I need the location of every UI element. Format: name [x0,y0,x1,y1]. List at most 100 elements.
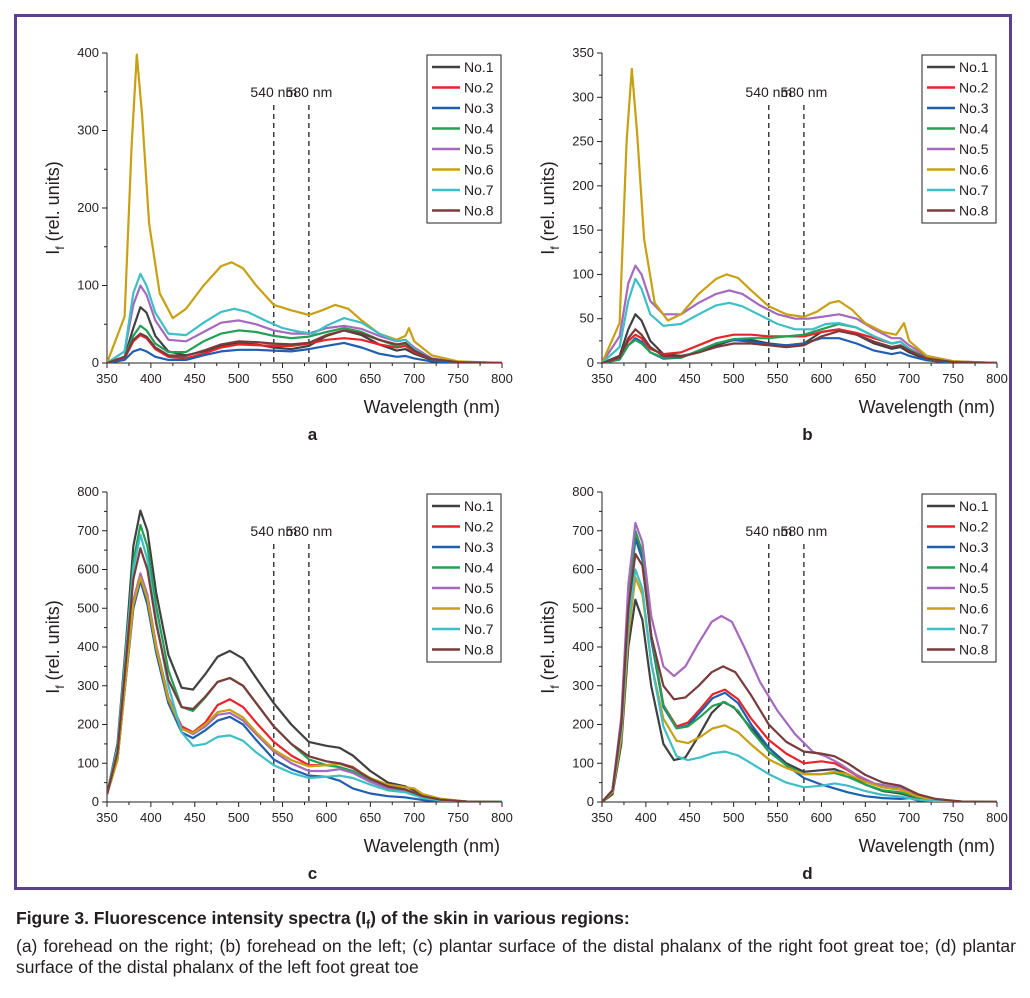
y-axis-label: If (rel. units) [538,600,562,693]
legend-label: No.7 [959,182,989,198]
legend-label: No.6 [464,601,494,617]
legend-label: No.4 [959,121,989,137]
x-tick-label: 400 [140,810,162,825]
x-tick-label: 750 [942,371,964,386]
x-tick-label: 450 [184,371,206,386]
series-line-no5 [107,572,502,802]
marker-label: 580 nm [286,84,333,100]
series-line-no7 [602,277,997,363]
caption-title-subscript: f [366,917,371,932]
series-line-no5 [602,264,997,363]
marker-label: 580 nm [781,523,828,539]
x-tick-label: 550 [272,371,294,386]
legend-box [921,493,997,663]
chart-panel-a: 350 400 450 500 550 600 650 700 750 800 0 100 200 300… [37,33,517,463]
series-line-no1 [107,306,502,363]
legend-label: No.2 [464,80,494,96]
y-tick-label: 800 [77,484,99,499]
x-tick-label: 350 [96,371,118,386]
x-axis-label: Wavelength (nm) [859,397,995,417]
x-tick-label: 550 [272,810,294,825]
chart-panel-d: 350 400 450 500 550 600 650 700 750 800 0 100 200 300… [532,472,1012,902]
x-tick-label: 400 [635,810,657,825]
legend-label: No.4 [464,560,494,576]
x-tick-label: 500 [723,810,745,825]
x-tick-label: 700 [898,371,920,386]
y-tick-label: 0 [587,355,594,370]
y-tick-label: 350 [572,45,594,60]
series-line-no6 [107,53,502,363]
y-tick-label: 400 [572,639,594,654]
series-line-no3 [107,341,502,363]
panel-letter: c [308,864,317,883]
y-tick-label: 500 [77,600,99,615]
y-tick-label: 600 [572,562,594,577]
y-tick-label: 50 [580,311,594,326]
legend-label: No.3 [464,539,494,555]
legend-label: No.1 [959,59,989,75]
chart-svg-b: 350 400 450 500 550 600 650 700 750 800 0 50 100 150 2… [538,45,1008,444]
x-tick-label: 800 [491,810,513,825]
legend-box [921,54,997,224]
series-line-no6 [602,67,997,363]
x-tick-label: 700 [403,810,425,825]
y-tick-label: 100 [572,266,594,281]
y-axis-label: If (rel. units) [43,161,67,254]
legend-label: No.7 [959,621,989,637]
panel-letter: a [308,425,318,444]
y-tick-label: 400 [77,639,99,654]
y-tick-label: 100 [77,278,99,293]
x-tick-label: 750 [447,371,469,386]
x-tick-label: 600 [811,810,833,825]
y-tick-label: 150 [572,222,594,237]
legend-label: No.5 [464,580,494,596]
legend-label: No.8 [959,642,989,658]
y-tick-label: 100 [572,755,594,770]
figure-frame: 350 400 450 500 550 600 650 700 750 800 0 100 200 300… [14,14,1012,890]
legend-box [426,54,502,224]
y-tick-label: 200 [572,717,594,732]
x-tick-label: 600 [316,810,338,825]
x-tick-label: 600 [811,371,833,386]
y-tick-label: 250 [572,134,594,149]
legend-label: No.5 [959,580,989,596]
legend-label: No.7 [464,182,494,198]
y-tick-label: 300 [77,678,99,693]
y-tick-label: 200 [572,178,594,193]
x-tick-label: 650 [359,810,381,825]
x-tick-label: 600 [316,371,338,386]
legend-label: No.2 [959,80,989,96]
marker-label: 540 nm [250,84,297,100]
x-tick-label: 550 [767,371,789,386]
y-tick-label: 100 [77,755,99,770]
legend-label: No.8 [464,642,494,658]
series-line-no7 [602,568,997,802]
x-tick-label: 650 [854,810,876,825]
x-tick-label: 450 [679,371,701,386]
y-tick-label: 800 [572,484,594,499]
panel-letter: d [802,864,812,883]
legend-label: No.3 [464,100,494,116]
legend-label: No.4 [959,560,989,576]
series-line-no6 [602,576,997,802]
y-tick-label: 0 [92,794,99,809]
x-tick-label: 500 [228,371,250,386]
y-tick-label: 400 [77,45,99,60]
chart-panel-c: 350 400 450 500 550 600 650 700 750 800 0 100 200 300… [37,472,517,902]
series-line-no6 [107,576,502,802]
y-tick-label: 300 [572,678,594,693]
x-tick-label: 700 [898,810,920,825]
marker-label: 540 nm [745,84,792,100]
y-axis-label: If (rel. units) [43,600,67,693]
x-tick-label: 500 [228,810,250,825]
figure-caption: Figure 3. Fluorescence intensity spectra… [16,908,1016,978]
x-tick-label: 550 [767,810,789,825]
marker-label: 580 nm [286,523,333,539]
x-tick-label: 400 [635,371,657,386]
legend-label: No.6 [959,162,989,178]
series-line-no8 [107,547,502,802]
x-tick-label: 750 [942,810,964,825]
series-line-no4 [602,529,997,802]
x-axis-label: Wavelength (nm) [364,836,500,856]
x-tick-label: 500 [723,371,745,386]
